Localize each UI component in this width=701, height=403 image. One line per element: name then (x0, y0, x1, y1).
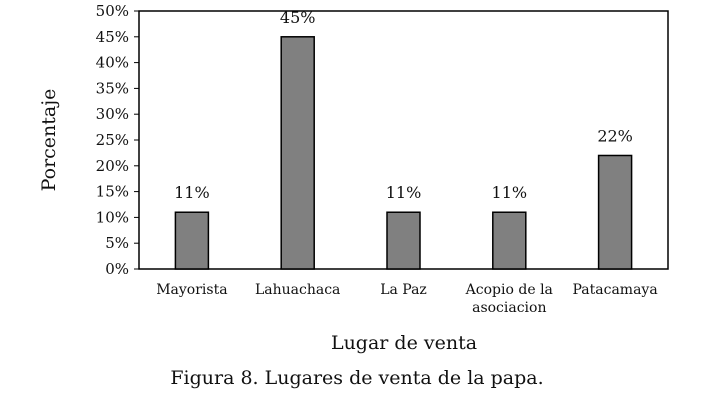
y-axis-title: Porcentaje (38, 89, 60, 192)
bar (386, 211, 421, 270)
y-tick-label: 30% (96, 105, 129, 123)
data-label: 11% (492, 183, 528, 202)
y-tick-label: 25% (96, 131, 129, 149)
y-tick-label: 35% (96, 79, 129, 97)
y-tick-label: 15% (96, 183, 129, 201)
data-label: 11% (386, 183, 422, 202)
bar (280, 36, 315, 270)
figure-caption: Figura 8. Lugares de venta de la papa. (170, 367, 543, 389)
category-label-line: Acopio de la (465, 282, 553, 298)
y-tick-label: 10% (96, 208, 129, 226)
category-label: Mayorista (156, 282, 227, 298)
y-tick-label: 50% (96, 2, 129, 20)
bars (174, 36, 633, 270)
category-label-line: Mayorista (156, 282, 227, 298)
data-labels: 11% 45% 11% 11% 22% (174, 8, 633, 202)
category-label-line: Lahuachaca (255, 282, 340, 298)
y-tick-label: 40% (96, 54, 129, 72)
data-label: 45% (280, 8, 316, 27)
bar (597, 154, 633, 270)
x-axis-categories: Mayorista Lahuachaca La Paz Acopio de la aso… (156, 282, 657, 316)
y-tick-label: 0% (105, 260, 129, 278)
y-tick-label: 45% (96, 28, 129, 46)
x-axis-title: Lugar de venta (331, 332, 477, 354)
category-label: La Paz (380, 282, 427, 298)
data-label: 11% (174, 183, 210, 202)
category-label: Lahuachaca (255, 282, 340, 298)
bar (492, 211, 527, 270)
category-label-line: asociacion (472, 300, 546, 316)
category-label-line: Patacamaya (573, 282, 658, 298)
data-label: 22% (597, 126, 633, 145)
y-tick-label: 5% (105, 234, 129, 252)
category-label-line: La Paz (380, 282, 427, 298)
bar (174, 211, 210, 270)
category-label: Patacamaya (573, 282, 658, 298)
category-label: Acopio de la asociacion (465, 282, 553, 316)
y-tick-label: 20% (96, 157, 129, 175)
y-axis-ticks: 0% 5% 10% 15% 20% 25% 30% 35% 40% 45% 50% (96, 2, 139, 278)
